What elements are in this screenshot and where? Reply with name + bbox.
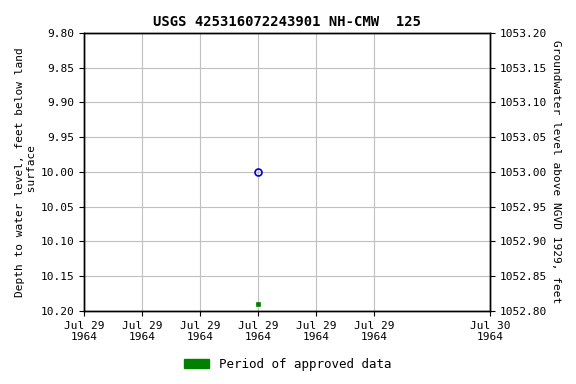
Y-axis label: Groundwater level above NGVD 1929, feet: Groundwater level above NGVD 1929, feet	[551, 40, 561, 303]
Title: USGS 425316072243901 NH-CMW  125: USGS 425316072243901 NH-CMW 125	[153, 15, 421, 29]
Legend: Period of approved data: Period of approved data	[179, 353, 397, 376]
Y-axis label: Depth to water level, feet below land
 surface: Depth to water level, feet below land su…	[15, 47, 37, 297]
